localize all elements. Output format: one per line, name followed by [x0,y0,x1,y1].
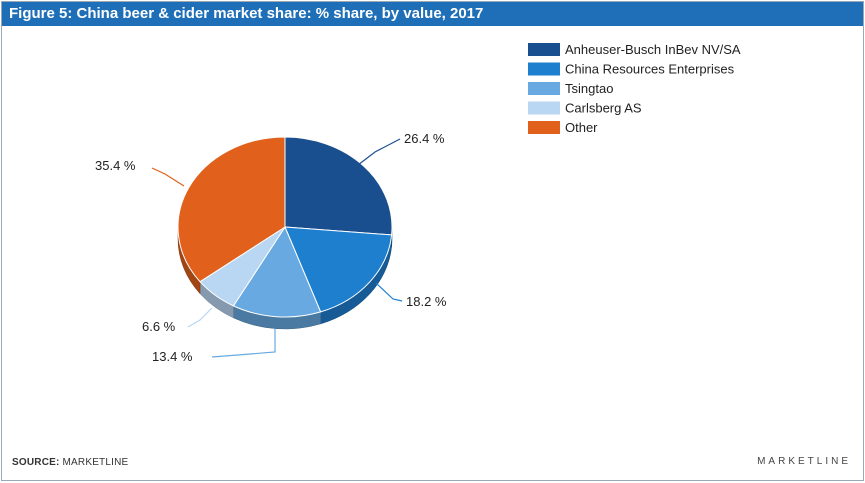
legend-label-china-resources: China Resources Enterprises [565,62,735,77]
leader-line-china-resources [376,283,402,301]
leader-line-anheuser-busch [358,139,400,165]
brand-logo-text: MARKETLINE [757,456,851,467]
source-note: SOURCE: MARKETLINE [12,457,128,468]
legend: Anheuser-Busch InBev NV/SA China Resource… [528,42,741,135]
leader-line-other [152,168,184,186]
leader-line-tsingtao [212,329,275,357]
legend-label-tsingtao: Tsingtao [565,81,613,96]
source-label: SOURCE: [12,457,60,468]
legend-label-carlsberg: Carlsberg AS [565,101,642,116]
value-label-other: 35.4 % [95,158,136,173]
value-label-carlsberg: 6.6 % [142,319,176,334]
legend-swatch-china-resources [528,63,560,76]
source-value: MARKETLINE [63,457,129,468]
legend-swatch-carlsberg [528,102,560,115]
value-label-anheuser-busch: 26.4 % [404,131,445,146]
legend-swatch-tsingtao [528,82,560,95]
leader-line-carlsberg [188,308,212,327]
value-label-china-resources: 18.2 % [406,294,447,309]
legend-label-anheuser-busch: Anheuser-Busch InBev NV/SA [565,42,741,57]
value-label-tsingtao: 13.4 % [152,349,193,364]
legend-swatch-other [528,121,560,134]
legend-label-other: Other [565,120,598,135]
legend-swatch-anheuser-busch [528,43,560,56]
